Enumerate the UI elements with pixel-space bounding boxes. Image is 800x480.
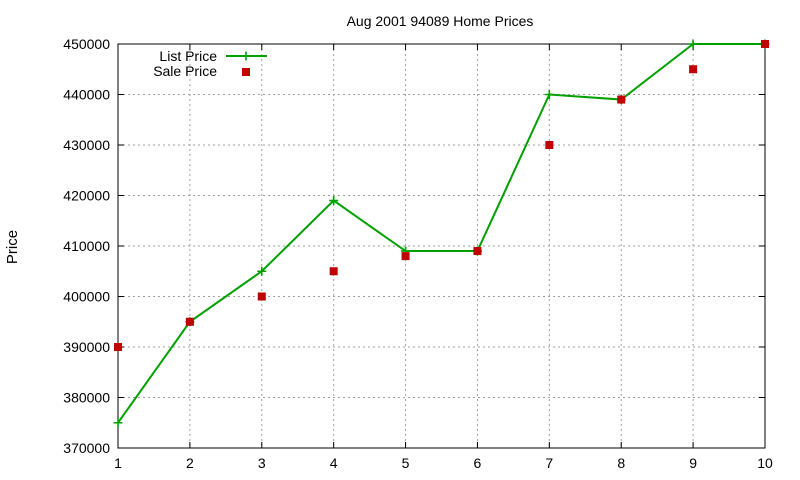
list-price-line (117, 43, 765, 424)
sale-price-point (689, 65, 698, 74)
y-tick-label: 430000 (63, 137, 110, 153)
sale-price-point (114, 343, 122, 351)
y-axis-label: Price (4, 230, 21, 264)
sale-price-point (545, 141, 554, 149)
x-tick-label: 5 (402, 455, 410, 471)
y-tick-label: 440000 (63, 87, 110, 103)
list-price-point (688, 39, 698, 49)
sale-price-point (617, 95, 626, 104)
list-price-point (329, 196, 339, 206)
x-tick-label: 8 (617, 455, 625, 471)
y-tick-label: 410000 (63, 238, 110, 254)
x-tick-label: 1 (114, 455, 122, 471)
y-tick-label: 370000 (63, 440, 110, 456)
y-tick-label: 420000 (63, 188, 110, 204)
axis-ticks: 1 2 3 4 5 6 7 8 9 10 370000 380000 390000 400000 41000… (63, 36, 773, 471)
x-tick-label: 9 (689, 455, 697, 471)
chart-title: Aug 2001 94089 Home Prices (347, 13, 534, 29)
sale-price-point (761, 40, 769, 48)
x-tick-label: 10 (757, 455, 773, 471)
x-tick-label: 2 (186, 455, 194, 471)
list-price-point (113, 418, 123, 428)
y-tick-label: 450000 (63, 36, 110, 52)
list-price-point (544, 90, 554, 99)
plot-area-border (117, 43, 766, 449)
legend-label-list-price: List Price (159, 48, 217, 64)
sale-price-point (329, 267, 338, 276)
sale-price-point (257, 292, 266, 301)
series-layer (113, 39, 770, 428)
sale-price-point (185, 317, 194, 326)
legend-marker-sale-price (242, 68, 250, 76)
x-tick-label: 6 (474, 455, 482, 471)
legend-label-sale-price: Sale Price (153, 63, 217, 79)
list-price-point (257, 266, 267, 276)
x-tick-label: 3 (258, 455, 266, 471)
x-tick-label: 7 (545, 455, 553, 471)
sale-price-point (401, 252, 410, 261)
y-tick-label: 400000 (63, 289, 110, 305)
x-tick-label: 4 (330, 455, 338, 471)
y-tick-label: 390000 (63, 339, 110, 355)
grid-lines (118, 44, 765, 448)
legend-marker-list-price (241, 51, 251, 61)
sale-price-point (473, 247, 482, 256)
y-tick-label: 380000 (63, 390, 110, 406)
